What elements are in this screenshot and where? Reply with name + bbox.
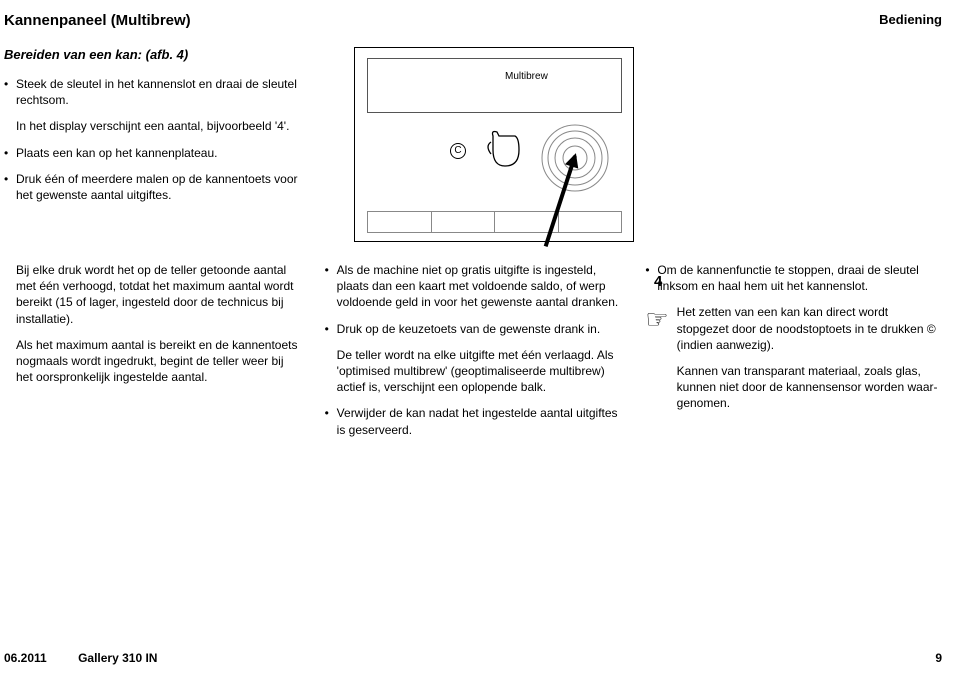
column-2: Als de machine niet op gratis uitgifte i… (325, 262, 622, 448)
note-block: ☞ Het zetten van een kan kan direct word… (645, 304, 942, 421)
paragraph: Het zetten van een kan kan direct wordt … (677, 304, 942, 353)
list-item: Druk één of meerdere malen op de kannent… (4, 171, 304, 203)
section-header: Bediening (879, 12, 942, 27)
list-item: Verwijder de kan nadat het ingestelde aa… (325, 405, 622, 437)
body-columns: Bij elke druk wordt het op de teller get… (4, 262, 942, 448)
list-item: Steek de sleutel in het kannenslot en dr… (4, 76, 304, 108)
footer-model: Gallery 310 IN (78, 651, 157, 665)
column-1: Bij elke druk wordt het op de teller get… (4, 262, 301, 448)
list-item: Plaats een kan op het kannenplateau. (4, 145, 304, 161)
button-row (367, 211, 622, 233)
footer-page: 9 (935, 651, 942, 665)
list-item: Om de kannenfunctie te stoppen, draai de… (645, 262, 942, 294)
paragraph: Kannen van transparant materi­aal, zoals… (677, 363, 942, 412)
instruction-list: Steek de sleutel in het kannenslot en dr… (4, 76, 304, 108)
list-item: Als de machine niet op gratis uitgifte i… (325, 262, 622, 311)
instruction-list: Plaats een kan op het kannenplateau. Dru… (4, 145, 304, 204)
note-text: Het zetten van een kan kan direct wordt … (677, 304, 942, 421)
pointing-hand-icon: ☞ (645, 304, 668, 421)
paragraph: Als het maximum aantal is bereikt en de … (4, 337, 301, 386)
c-button-icon: C (450, 143, 466, 159)
page-title: Kannenpaneel (Multibrew) (4, 12, 942, 29)
instruction-list: Als de machine niet op gratis uitgifte i… (325, 262, 622, 337)
jug-icon (487, 128, 523, 170)
footer-date: 06.2011 (4, 651, 47, 665)
display-rect (367, 58, 622, 113)
instruction-list: Verwijder de kan nadat het ingestelde aa… (325, 405, 622, 437)
left-column: Bereiden van een kan: (afb. 4) Steek de … (4, 47, 304, 242)
column-3: Om de kannenfunctie te stoppen, draai de… (645, 262, 942, 448)
footer: 06.2011 Gallery 310 IN 9 (4, 651, 942, 665)
top-section: Bereiden van een kan: (afb. 4) Steek de … (4, 47, 942, 242)
subtitle: Bereiden van een kan: (afb. 4) (4, 47, 304, 62)
list-item: Druk op de keuzetoets van de gewenste dr… (325, 321, 622, 337)
diagram-wrapper: Multibrew C 4 (324, 47, 634, 242)
paragraph: Bij elke druk wordt het op de teller get… (4, 262, 301, 327)
paragraph: In het display verschijnt een aantal, bi… (4, 118, 304, 134)
footer-left: 06.2011 Gallery 310 IN (4, 651, 185, 665)
display-label: Multibrew (505, 71, 548, 82)
paragraph: De teller wordt na elke uitgifte met één… (325, 347, 622, 396)
instruction-list: Om de kannenfunctie te stoppen, draai de… (645, 262, 942, 294)
diagram: Multibrew C (354, 47, 634, 242)
